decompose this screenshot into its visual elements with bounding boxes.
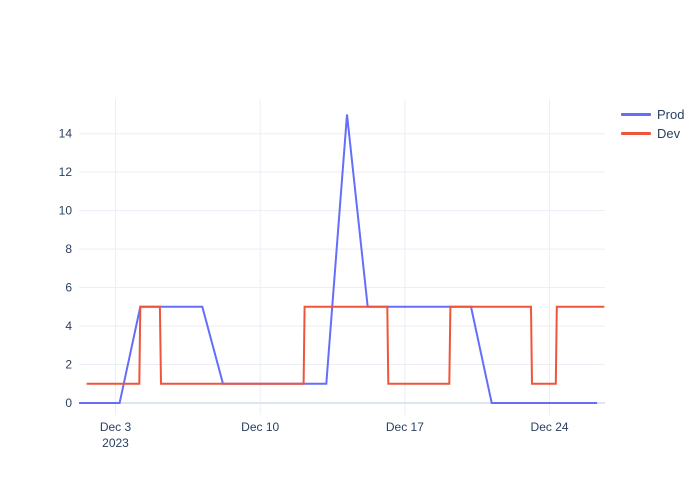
series-line-dev: [86, 305, 605, 385]
y-tick-label: 8: [65, 242, 72, 256]
gridlines: [79, 99, 605, 415]
axis-ticks: Dec 3 2023 Dec 10 Dec 17 Dec 24 0 2 4 6 8 10 12 14: [59, 127, 569, 450]
x-tick-sublabel: 2023: [102, 436, 129, 450]
x-tick-label: Dec 17: [386, 420, 424, 434]
series-lines: [79, 114, 605, 404]
y-tick-label: 2: [65, 358, 72, 372]
x-tick-label: Dec 24: [531, 420, 569, 434]
dev-line-icon: [621, 132, 651, 135]
legend: Prod Dev: [621, 105, 684, 143]
y-tick-label: 14: [59, 127, 73, 141]
y-tick-label: 0: [65, 396, 72, 410]
series-line-prod: [79, 114, 598, 404]
y-tick-label: 12: [59, 165, 73, 179]
legend-item-prod[interactable]: Prod: [621, 105, 684, 124]
x-tick-label: Dec 10: [241, 420, 279, 434]
x-tick-label: Dec 3: [100, 420, 132, 434]
legend-label-dev: Dev: [657, 126, 681, 141]
legend-label-prod: Prod: [657, 107, 685, 122]
y-tick-label: 6: [65, 281, 72, 295]
y-tick-label: 4: [65, 319, 72, 333]
y-tick-label: 10: [59, 204, 73, 218]
legend-item-dev[interactable]: Dev: [621, 124, 684, 143]
prod-line-icon: [621, 113, 651, 116]
